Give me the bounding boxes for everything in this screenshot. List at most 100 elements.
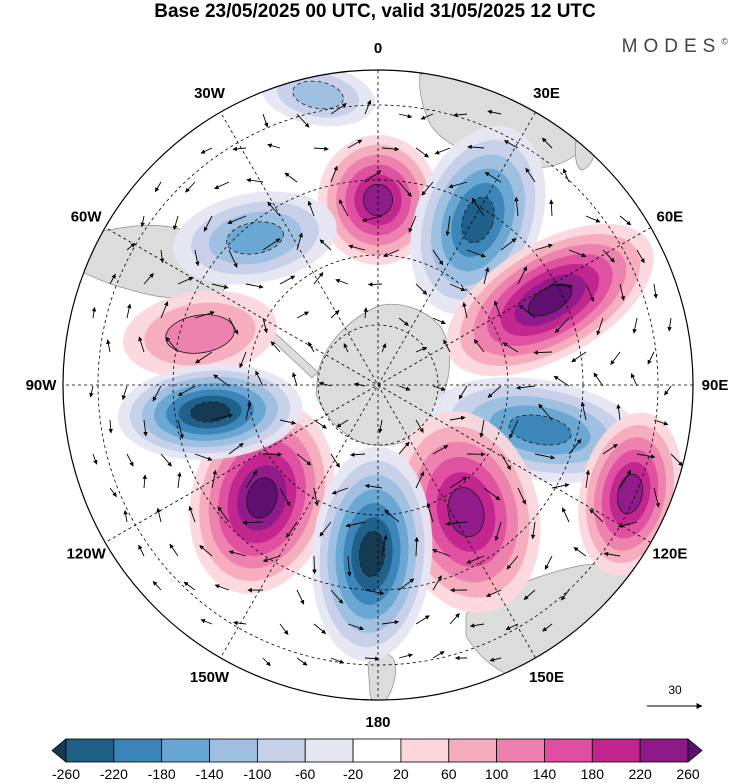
wind-vector — [494, 300, 502, 319]
wind-vector — [469, 623, 485, 628]
wind-vector — [489, 657, 502, 662]
wind-vector — [479, 419, 485, 438]
wind-vector — [585, 469, 591, 489]
wind-vector — [245, 283, 264, 289]
wind-vector — [542, 623, 553, 632]
wind-vector — [452, 112, 468, 118]
colorbar-segment — [544, 738, 593, 763]
longitude-label: 150W — [190, 669, 230, 686]
wind-vector — [443, 339, 451, 353]
wind-vector — [602, 249, 615, 263]
colorbar-segment — [591, 738, 641, 763]
longitude-label: 150E — [529, 669, 564, 686]
colorbar-tick-label: -260 — [52, 766, 80, 782]
anomaly-contour — [447, 487, 485, 537]
wind-vector — [519, 304, 536, 319]
wind-vector — [200, 147, 213, 154]
wind-vector — [330, 103, 347, 115]
colorbar-tick-label: -220 — [100, 766, 128, 782]
wind-vector — [415, 419, 424, 433]
wind-vector — [200, 619, 213, 625]
wind-vector — [126, 453, 134, 467]
anomaly-center-positive — [318, 135, 438, 265]
colorbar-tick-label: -20 — [343, 766, 363, 782]
wind-vector — [538, 403, 553, 421]
wind-vector — [505, 623, 519, 630]
wind-vector — [449, 283, 466, 292]
wind-vector — [381, 534, 388, 557]
wind-vector — [378, 419, 383, 434]
wind-vector — [364, 99, 372, 115]
wind-vector — [381, 619, 400, 625]
latitude-circle — [317, 324, 439, 446]
wind-vector — [233, 620, 247, 626]
anomaly-contour — [358, 531, 386, 577]
wind-vector — [330, 589, 344, 604]
wind-vector — [354, 382, 366, 387]
wind-vector — [562, 507, 570, 523]
wind-vector — [408, 215, 417, 233]
wind-vector — [616, 403, 621, 421]
wind-vector — [544, 555, 553, 570]
wind-vector — [338, 199, 349, 217]
wind-vector — [384, 509, 400, 523]
anomaly-contour — [246, 477, 278, 519]
wind-vector — [336, 419, 349, 428]
wind-vector — [350, 452, 366, 457]
wind-vector — [509, 419, 519, 439]
wind-vector — [448, 181, 468, 189]
wind-vector — [319, 521, 332, 537]
wind-vector — [138, 336, 145, 353]
wind-vector — [91, 306, 97, 319]
wind-vector — [398, 441, 410, 455]
colorbar-segment — [448, 738, 498, 763]
vector-scale: 30 — [647, 683, 703, 709]
wind-vector — [330, 309, 340, 319]
wind-vector — [152, 580, 162, 591]
wind-vector — [347, 623, 365, 631]
wind-vector — [106, 339, 111, 353]
wind-vector — [381, 343, 387, 353]
wind-vector — [421, 181, 434, 196]
wind-vector — [217, 506, 230, 523]
wind-vector — [194, 311, 215, 319]
wind-vector — [246, 178, 264, 183]
wind-vector — [473, 339, 485, 353]
map-title: Base 23/05/2025 00 UTC, valid 31/05/2025… — [154, 1, 596, 22]
anomaly-center-negative — [311, 446, 433, 662]
latitude-circle — [97, 104, 659, 666]
longitude-label: 30W — [194, 85, 226, 102]
wind-vector — [140, 215, 145, 228]
wind-vector — [415, 471, 425, 489]
wind-vector — [267, 201, 281, 217]
wind-vector — [551, 283, 574, 289]
colorbar-tick-label: -100 — [243, 766, 271, 782]
wind-vector — [593, 372, 604, 387]
wind-vector — [343, 343, 349, 353]
colorbar-tick-label: 100 — [485, 766, 509, 782]
wind-vector — [398, 578, 415, 591]
colorbar-tick-label: -60 — [295, 766, 315, 782]
wind-vector — [165, 336, 179, 353]
wind-vector — [330, 453, 340, 468]
wind-vector — [636, 249, 645, 264]
wind-vector — [432, 385, 446, 391]
wind-vector — [239, 351, 247, 369]
wind-vector — [255, 370, 264, 387]
wind-vector — [610, 351, 621, 365]
colorbar-segment — [209, 738, 258, 763]
wind-vector — [228, 249, 238, 268]
wind-vector — [152, 385, 162, 402]
wind-vector — [434, 147, 451, 155]
wind-vector — [109, 273, 116, 285]
latitude-circle — [247, 254, 509, 516]
wind-vector — [471, 197, 485, 217]
wind-vector — [383, 249, 400, 257]
longitude-label: 30E — [533, 85, 560, 102]
brand-logo: MODES© — [622, 36, 728, 58]
wind-vector — [143, 273, 154, 285]
wind-vector — [551, 483, 570, 489]
wind-vector — [227, 215, 247, 224]
wind-vector — [445, 215, 451, 237]
wind-vector — [487, 385, 502, 398]
